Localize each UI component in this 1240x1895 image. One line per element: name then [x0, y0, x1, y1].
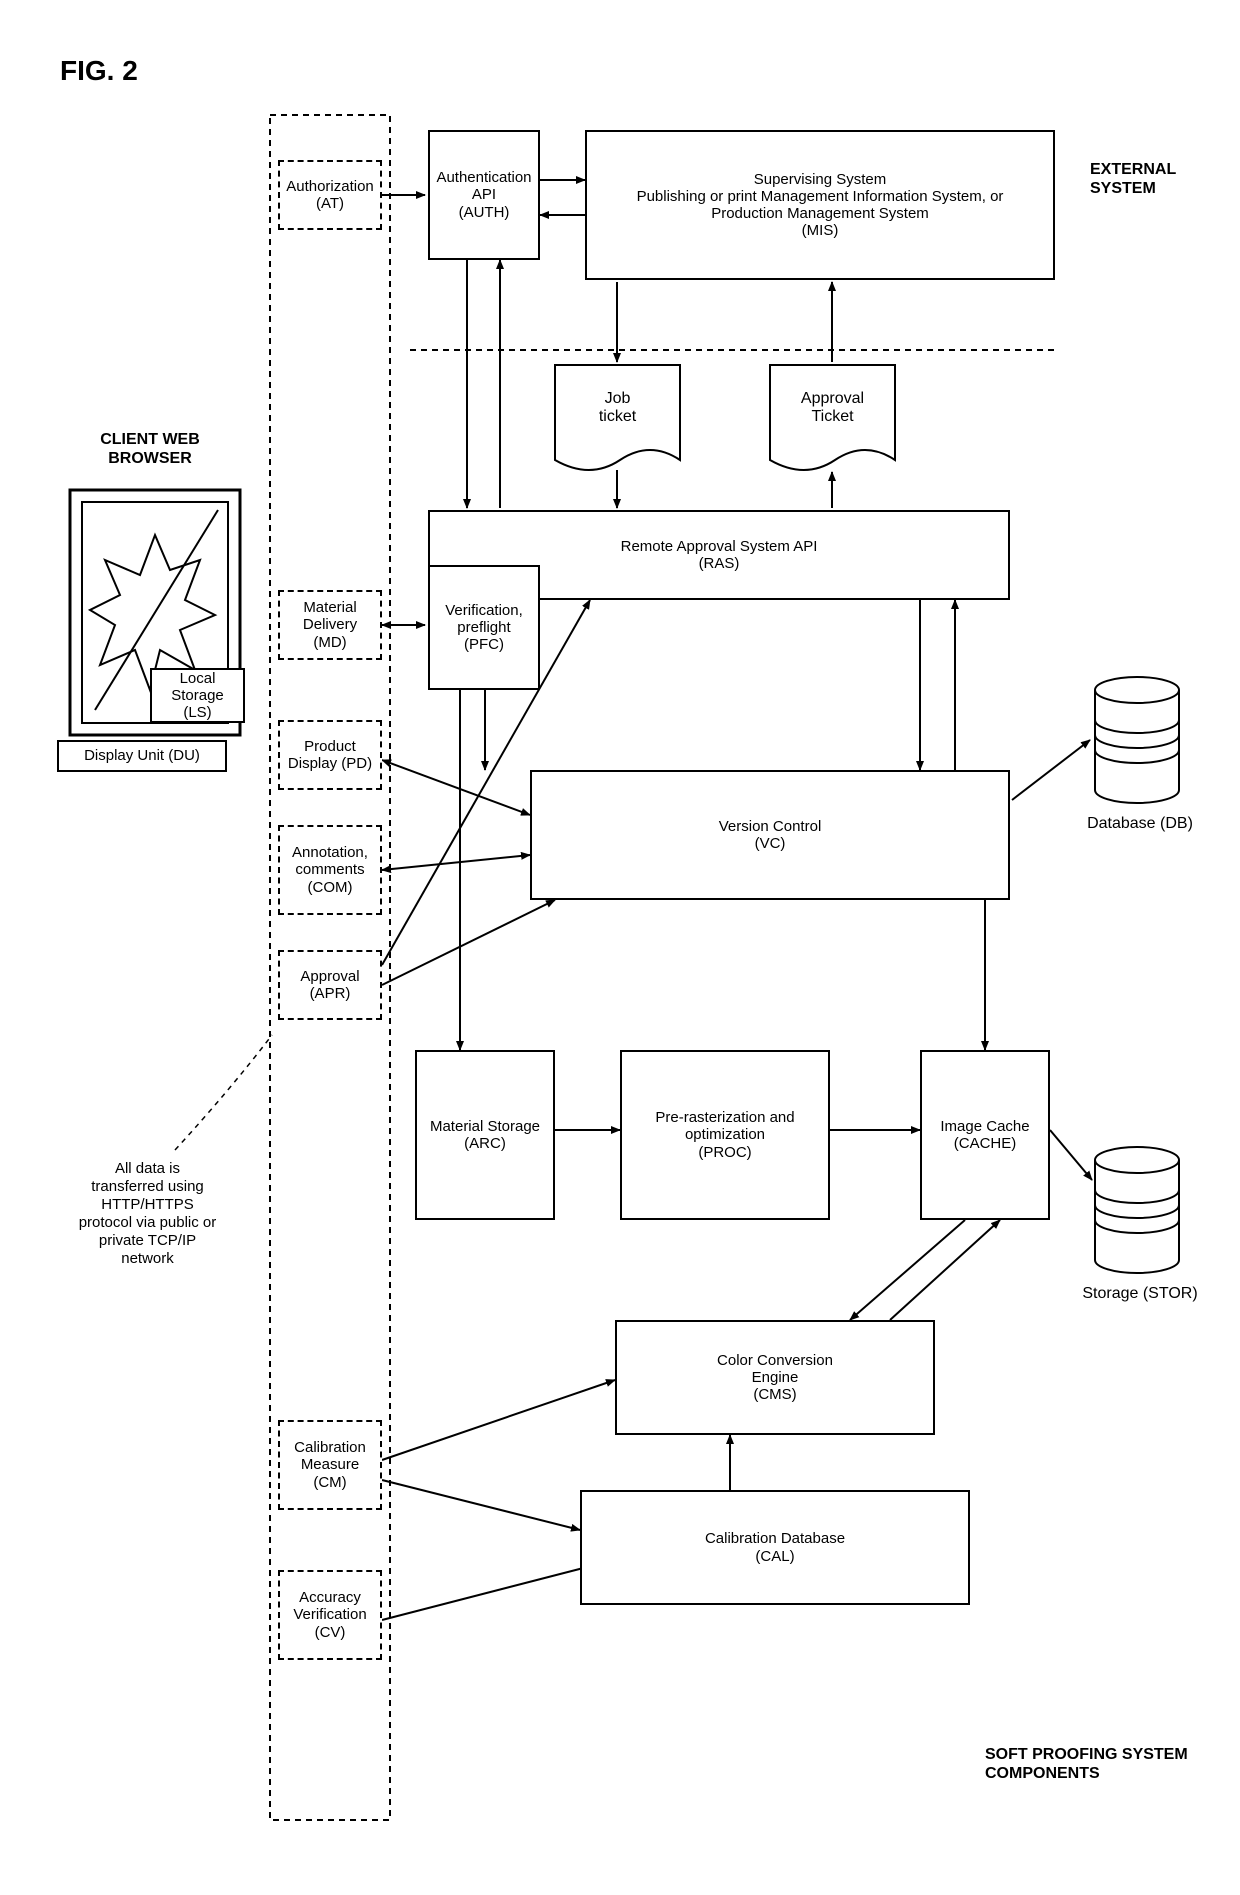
pfc-box: Verification,preflight(PFC) [428, 565, 540, 690]
product-display-box: ProductDisplay (PD) [278, 720, 382, 790]
storage-label: Storage (STOR) [1075, 1285, 1205, 1303]
accuracy-verification-label: AccuracyVerification(CV) [293, 1589, 366, 1641]
display-unit-box: Display Unit (DU) [57, 740, 227, 772]
calibration-measure-box: CalibrationMeasure(CM) [278, 1420, 382, 1510]
cache-box: Image Cache(CACHE) [920, 1050, 1050, 1220]
external-system-label: EXTERNALSYSTEM [1090, 160, 1210, 198]
arc-box: Material Storage(ARC) [415, 1050, 555, 1220]
authorization-box: Authorization(AT) [278, 160, 382, 230]
pfc-label: Verification,preflight(PFC) [445, 602, 523, 654]
diagram-canvas: FIG. 2 CLIENT WEBBROWSER EXTERNALSYSTEM … [0, 0, 1240, 1895]
proc-label: Pre-rasterization andoptimization(PROC) [655, 1109, 794, 1161]
authorization-label: Authorization(AT) [286, 178, 374, 213]
cache-label: Image Cache(CACHE) [940, 1118, 1029, 1153]
database-label: Database (DB) [1075, 815, 1205, 833]
auth-api-label: AuthenticationAPI(AUTH) [436, 169, 531, 221]
monitor-illustration [0, 0, 1240, 1895]
transfer-note: All data istransferred usingHTTP/HTTPSpr… [55, 1160, 240, 1268]
local-storage-box: LocalStorage (LS) [150, 668, 245, 723]
display-unit-label: Display Unit (DU) [84, 747, 200, 764]
arc-label: Material Storage(ARC) [430, 1118, 540, 1153]
cal-label: Calibration Database(CAL) [705, 1530, 845, 1565]
approval-label: Approval(APR) [300, 968, 359, 1003]
annotation-comments-box: Annotation,comments(COM) [278, 825, 382, 915]
cms-box: Color ConversionEngine(CMS) [615, 1320, 935, 1435]
ras-label: Remote Approval System API(RAS) [621, 538, 818, 573]
vc-box: Version Control(VC) [530, 770, 1010, 900]
job-ticket-label: Jobticket [580, 390, 655, 427]
local-storage-label: LocalStorage (LS) [158, 670, 237, 722]
approval-ticket-label: ApprovalTicket [790, 390, 875, 427]
product-display-label: ProductDisplay (PD) [288, 738, 372, 773]
auth-api-box: AuthenticationAPI(AUTH) [428, 130, 540, 260]
figure-label: FIG. 2 [60, 55, 138, 87]
mis-label: Supervising SystemPublishing or print Ma… [637, 171, 1004, 240]
approval-box: Approval(APR) [278, 950, 382, 1020]
accuracy-verification-box: AccuracyVerification(CV) [278, 1570, 382, 1660]
vc-label: Version Control(VC) [719, 818, 822, 853]
material-delivery-label: MaterialDelivery (MD) [286, 599, 374, 651]
annotation-comments-label: Annotation,comments(COM) [292, 844, 368, 896]
material-delivery-box: MaterialDelivery (MD) [278, 590, 382, 660]
soft-proofing-label: SOFT PROOFING SYSTEMCOMPONENTS [985, 1745, 1205, 1783]
cal-box: Calibration Database(CAL) [580, 1490, 970, 1605]
calibration-measure-label: CalibrationMeasure(CM) [294, 1439, 366, 1491]
client-browser-label: CLIENT WEBBROWSER [80, 430, 220, 468]
cms-label: Color ConversionEngine(CMS) [717, 1352, 833, 1404]
mis-box: Supervising SystemPublishing or print Ma… [585, 130, 1055, 280]
proc-box: Pre-rasterization andoptimization(PROC) [620, 1050, 830, 1220]
